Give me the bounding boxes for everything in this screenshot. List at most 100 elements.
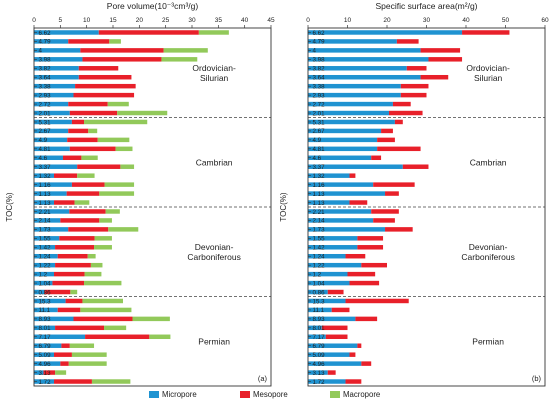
bar-micropore-20 [34, 209, 70, 214]
toc-label: 5.31 [39, 119, 52, 126]
bar-micropore-20 [308, 209, 372, 214]
bar-mesopore-23 [59, 236, 95, 241]
x-tick-label: 30 [188, 17, 196, 24]
x-tick-label: 20 [383, 17, 391, 24]
x-tick-label: 15 [109, 17, 117, 24]
bar-macropore-18 [99, 191, 135, 196]
bar-macropore-19 [74, 200, 90, 205]
bar-mesopore-7 [400, 92, 427, 98]
bar-micropore-14 [308, 155, 372, 161]
bar-micropore-35 [308, 343, 358, 348]
bar-macropore-8 [107, 101, 129, 107]
bar-macropore-24 [94, 245, 112, 250]
toc-label: 1.73 [39, 227, 52, 234]
bar-micropore-1 [34, 39, 69, 44]
bar-micropore-34 [34, 334, 86, 340]
bar-mesopore-16 [349, 173, 356, 178]
toc-label: 3.64 [39, 75, 52, 82]
toc-label: 1.55 [313, 236, 326, 243]
group-label: Carboniferous [187, 252, 240, 262]
bar-mesopore-7 [73, 92, 135, 98]
bar-macropore-25 [87, 253, 96, 259]
bar-mesopore-0 [98, 30, 199, 35]
bar-macropore-20 [105, 209, 120, 214]
toc-label: 8.93 [39, 316, 52, 323]
toc-label: 5.09 [313, 352, 326, 359]
toc-label: 2.01 [313, 110, 326, 117]
bar-mesopore-32 [73, 316, 133, 322]
bar-micropore-12 [308, 137, 378, 143]
toc-label: 1.04 [39, 280, 52, 287]
toc-label: 1.42 [313, 245, 326, 252]
bar-mesopore-31 [331, 307, 350, 313]
toc-label: 6.62 [39, 30, 52, 37]
panel-frame [33, 27, 272, 387]
chart-title: Pore volume(10⁻³cm³/g) [107, 1, 199, 11]
x-tick-label: 60 [541, 17, 549, 24]
bar-mesopore-18 [385, 191, 399, 196]
toc-label: 2.21 [313, 209, 326, 216]
bar-macropore-21 [99, 218, 112, 223]
bar-macropore-23 [94, 236, 112, 241]
group-label: Silurian [200, 73, 229, 83]
bar-macropore-17 [104, 182, 135, 187]
bar-micropore-24 [308, 245, 358, 250]
panel-b: Specific surface area(m²/g) 0 10 20 30 40 50 60… [279, 1, 549, 387]
toc-label: 2.93 [313, 92, 326, 99]
bar-macropore-0 [198, 30, 229, 35]
bar-mesopore-10 [394, 119, 403, 125]
bar-macropore-15 [120, 164, 135, 169]
bar-micropore-29 [308, 289, 328, 295]
bar-micropore-28 [34, 280, 53, 286]
x-tick-label: 40 [462, 17, 470, 24]
panel-label: (a) [258, 374, 268, 383]
bar-mesopore-34 [85, 334, 150, 340]
bar-macropore-9 [117, 110, 168, 116]
toc-label: 2.21 [39, 209, 52, 216]
toc-label: 3.82 [313, 66, 326, 73]
bar-macropore-28 [84, 280, 122, 286]
x-tick-label: 20 [136, 17, 144, 24]
toc-label: 1.24 [313, 254, 326, 261]
bar-mesopore-5 [420, 74, 449, 80]
toc-label: 6.62 [313, 30, 326, 37]
toc-label: 2.72 [313, 101, 326, 108]
x-tick-label: 0 [32, 17, 36, 24]
bar-mesopore-21 [60, 218, 100, 223]
bar-mesopore-27 [347, 271, 376, 277]
legend-swatch-micropore [149, 391, 159, 398]
bar-micropore-17 [34, 182, 72, 187]
bar-micropore-21 [34, 218, 61, 223]
toc-label: 1.24 [39, 254, 52, 261]
bar-mesopore-32 [355, 316, 378, 322]
bar-mesopore-21 [373, 218, 395, 223]
bar-mesopore-5 [78, 74, 132, 80]
toc-label: 2.93 [39, 92, 52, 99]
bar-mesopore-18 [66, 191, 100, 196]
bar-micropore-8 [308, 101, 393, 107]
bar-mesopore-1 [68, 39, 110, 44]
group-label: Permian [472, 336, 504, 346]
bar-micropore-11 [308, 128, 382, 134]
bar-micropore-31 [308, 307, 332, 313]
legend-swatch-mesopore [240, 391, 250, 398]
toc-label: 2.14 [313, 218, 326, 225]
bar-mesopore-11 [381, 128, 393, 134]
bar-micropore-39 [34, 379, 55, 384]
bar-macropore-32 [132, 316, 170, 322]
bar-micropore-30 [34, 298, 66, 304]
toc-label: 3.13 [39, 370, 52, 377]
toc-label: 1.04 [313, 280, 326, 287]
toc-label: 4.96 [39, 361, 52, 368]
bar-mesopore-6 [75, 83, 136, 89]
bar-macropore-30 [82, 298, 124, 304]
bar-mesopore-17 [71, 182, 105, 187]
bar-mesopore-38 [43, 370, 56, 375]
bar-macropore-12 [97, 137, 130, 143]
bar-micropore-7 [34, 92, 74, 98]
bar-mesopore-37 [361, 361, 372, 366]
x-tick-label: 10 [83, 17, 91, 24]
bar-macropore-3 [161, 57, 198, 62]
